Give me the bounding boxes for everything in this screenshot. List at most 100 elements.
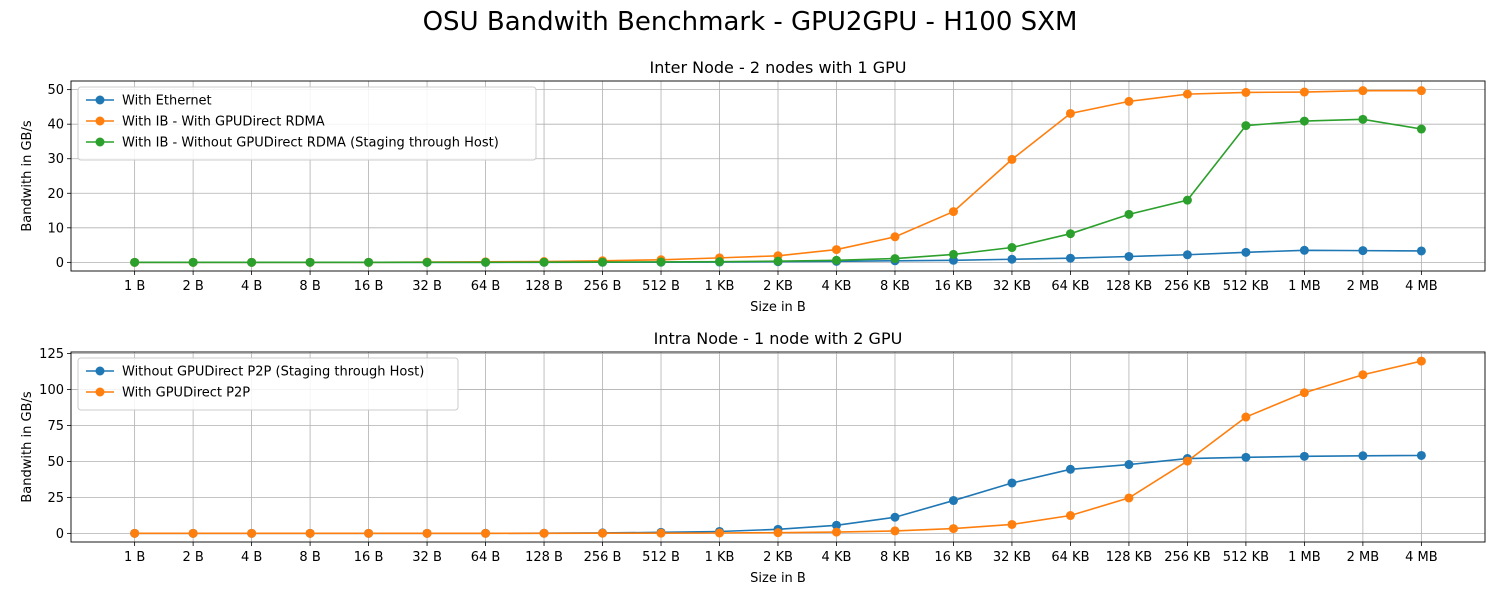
x-tick-label: 1 B	[124, 550, 145, 565]
data-point	[539, 257, 549, 267]
data-point	[364, 528, 374, 538]
data-point	[1007, 243, 1017, 253]
data-point	[1182, 250, 1192, 260]
chart-panel-2: 1 B 2 B 4 B 8 B 16 B 32 B 64 B 128 B 256 B 512 B 1…	[20, 329, 1486, 586]
data-point	[715, 528, 725, 538]
data-point	[1124, 96, 1134, 106]
x-axis-label: Size in B	[750, 300, 806, 315]
data-point	[1065, 253, 1075, 263]
data-point	[1124, 460, 1134, 470]
x-tick-label: 16 B	[354, 550, 384, 565]
x-tick-label: 16 KB	[934, 279, 972, 294]
x-tick-label: 8 B	[299, 279, 320, 294]
data-point	[1182, 456, 1192, 466]
x-tick-label: 256 KB	[1164, 279, 1210, 294]
x-tick-label: 2 MB	[1347, 279, 1380, 294]
data-point	[539, 528, 549, 538]
data-point	[1241, 121, 1251, 131]
data-point	[773, 256, 783, 266]
y-tick-label: 30	[47, 152, 64, 167]
x-tick-label: 16 B	[354, 279, 384, 294]
legend-marker	[95, 95, 105, 105]
legend: Without GPUDirect P2P (Staging through H…	[77, 357, 459, 411]
data-point	[422, 257, 432, 267]
x-tick-label: 4 B	[241, 279, 262, 294]
data-point	[1124, 493, 1134, 503]
data-point	[188, 528, 198, 538]
x-tick-label: 2 B	[182, 279, 203, 294]
data-point	[948, 249, 958, 259]
x-tick-label: 4 KB	[822, 279, 852, 294]
x-tick-label: 256 B	[584, 279, 622, 294]
series-2	[130, 356, 1426, 538]
data-point	[1416, 124, 1426, 134]
figure-title: OSU Bandwith Benchmark - GPU2GPU - H100 …	[422, 7, 1078, 37]
data-point	[422, 528, 432, 538]
data-point	[1358, 114, 1368, 124]
x-tick-label: 8 KB	[880, 279, 910, 294]
data-point	[130, 528, 140, 538]
data-point	[656, 257, 666, 267]
x-tick-label: 4 MB	[1405, 279, 1438, 294]
data-point	[831, 520, 841, 530]
x-tick-label: 256 KB	[1164, 550, 1210, 565]
data-point	[890, 526, 900, 536]
x-tick-label: 512 KB	[1223, 279, 1269, 294]
legend-box	[77, 357, 459, 411]
x-tick-label: 2 KB	[763, 279, 793, 294]
data-point	[1358, 451, 1368, 461]
data-point	[1007, 154, 1017, 164]
data-point	[1007, 478, 1017, 488]
x-tick-label: 4 B	[241, 550, 262, 565]
x-tick-label: 64 B	[471, 550, 501, 565]
data-point	[247, 257, 257, 267]
data-point	[948, 524, 958, 534]
y-tick-label: 40	[47, 118, 64, 133]
y-tick-label: 100	[39, 383, 64, 398]
data-point	[715, 257, 725, 267]
x-tick-label: 128 B	[525, 279, 563, 294]
x-tick-label: 128 B	[525, 550, 563, 565]
x-tick-label: 512 B	[642, 279, 680, 294]
x-tick-label: 128 KB	[1106, 550, 1152, 565]
legend-label: With IB - With GPUDirect RDMA	[122, 115, 325, 130]
data-point	[247, 528, 257, 538]
x-tick-label: 32 B	[412, 550, 442, 565]
data-point	[1416, 86, 1426, 96]
legend-marker	[95, 387, 105, 397]
legend-label: Without GPUDirect P2P (Staging through H…	[122, 365, 424, 380]
data-point	[1299, 87, 1309, 97]
data-point	[481, 528, 491, 538]
legend-label: With IB - Without GPUDirect RDMA (Stagin…	[122, 136, 499, 151]
data-point	[890, 232, 900, 242]
legend-marker	[95, 116, 105, 126]
data-point	[1416, 450, 1426, 460]
data-point	[1007, 254, 1017, 264]
data-point	[305, 257, 315, 267]
x-tick-label: 32 B	[412, 279, 442, 294]
y-tick-label: 50	[47, 455, 64, 470]
data-point	[1065, 464, 1075, 474]
chart-panel-1: 1 B 2 B 4 B 8 B 16 B 32 B 64 B 128 B 256 B 512 B 1…	[20, 58, 1486, 315]
data-point	[1358, 370, 1368, 380]
data-point	[481, 257, 491, 267]
axes-frame	[70, 80, 1486, 272]
data-point	[773, 528, 783, 538]
y-tick-label: 20	[47, 187, 64, 202]
data-point	[1299, 388, 1309, 398]
y-tick-label: 75	[47, 419, 64, 434]
y-tick-label: 50	[47, 83, 64, 98]
data-point	[1416, 356, 1426, 366]
legend: With Ethernet With IB - With GPUDirect RD…	[77, 86, 537, 161]
data-point	[1358, 246, 1368, 256]
y-tick-label: 25	[47, 491, 64, 506]
x-tick-label: 1 KB	[705, 279, 735, 294]
data-point	[1416, 246, 1426, 256]
x-tick-label: 32 KB	[993, 279, 1031, 294]
y-axis-label: Bandwith in GB/s	[20, 391, 35, 502]
x-tick-label: 32 KB	[993, 550, 1031, 565]
y-axis-label: Bandwith in GB/s	[20, 120, 35, 231]
x-tick-label: 512 KB	[1223, 550, 1269, 565]
data-point	[1299, 451, 1309, 461]
series-3	[130, 114, 1426, 267]
